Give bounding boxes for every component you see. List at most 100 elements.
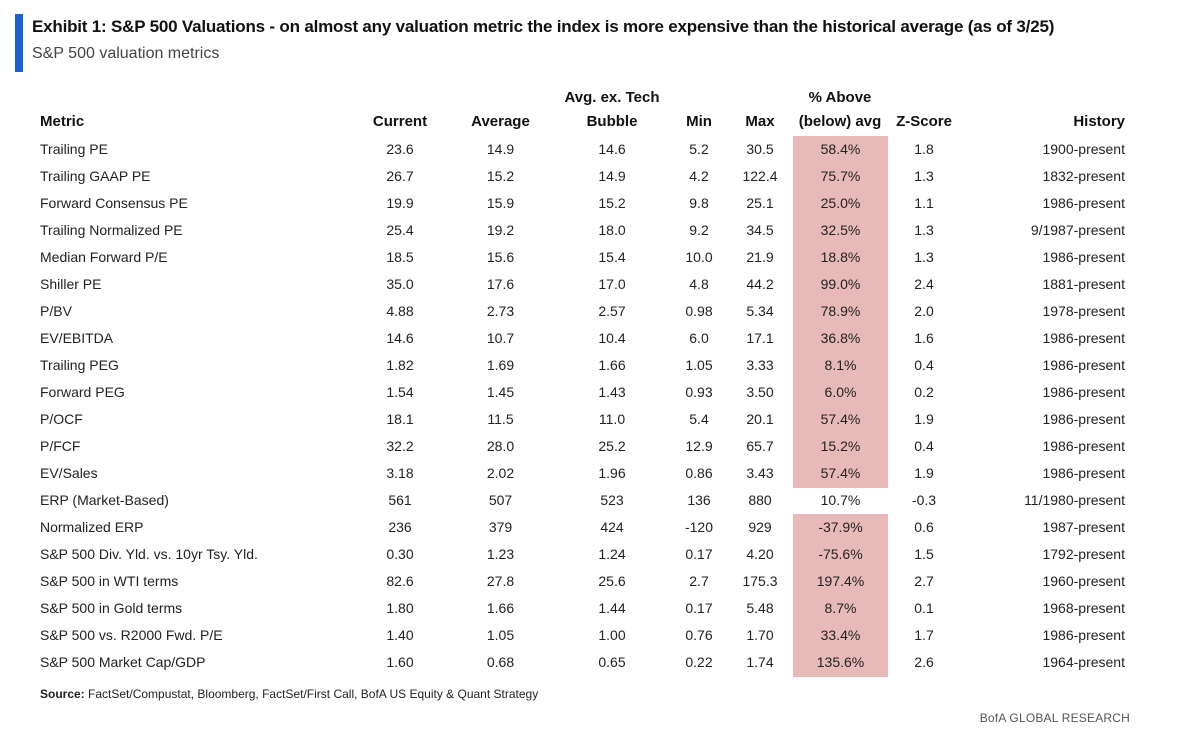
max-cell: 929 <box>748 519 772 535</box>
max-cell: 122.4 <box>742 168 778 184</box>
average-cell: 1.45 <box>486 384 515 400</box>
header-metric: Metric <box>40 113 85 130</box>
pct-above-cell: 8.7% <box>824 600 857 616</box>
avg-ex-tech-cell: 1.96 <box>598 465 626 481</box>
pct-highlight-shade <box>793 568 888 596</box>
min-cell: 0.93 <box>685 384 713 400</box>
header-average: Average <box>471 113 530 130</box>
average-cell: 2.73 <box>486 303 515 319</box>
average-cell: 507 <box>488 492 513 508</box>
metric-cell: Trailing PE <box>40 141 108 157</box>
min-cell: 0.22 <box>685 654 713 670</box>
average-cell: 15.6 <box>486 249 515 265</box>
table-row: EV/Sales 3.18 2.02 1.96 0.86 3.43 57.4% 1.9 1986… <box>0 460 1178 487</box>
table-row: Forward PEG 1.54 1.45 1.43 0.93 3.50 6.0% 0.2 19… <box>0 379 1178 406</box>
avg-ex-tech-cell: 25.6 <box>598 573 626 589</box>
history-cell: 11/1980-present <box>1024 492 1125 508</box>
max-cell: 44.2 <box>746 276 774 292</box>
average-cell: 1.69 <box>486 357 515 373</box>
history-cell: 1832-present <box>1042 168 1125 184</box>
zscore-cell: 0.4 <box>914 438 934 454</box>
history-cell: 1987-present <box>1042 519 1125 535</box>
table-row: Normalized ERP 236 379 424 -120 929 -37.9% 0.6 1… <box>0 514 1178 541</box>
avg-ex-tech-cell: 1.00 <box>598 627 626 643</box>
average-cell: 15.2 <box>486 168 515 184</box>
average-cell: 14.9 <box>486 141 515 157</box>
pct-above-cell: 18.8% <box>820 249 861 265</box>
max-cell: 1.70 <box>746 627 774 643</box>
pct-above-cell: 33.4% <box>820 627 861 643</box>
exhibit-title: Exhibit 1: S&P 500 Valuations - on almos… <box>32 17 1055 36</box>
metric-cell: S&P 500 in Gold terms <box>40 600 183 616</box>
history-cell: 1986-present <box>1042 249 1125 265</box>
source-label: Source: <box>40 687 85 701</box>
max-cell: 1.74 <box>746 654 774 670</box>
avg-ex-tech-cell: 15.4 <box>598 249 626 265</box>
average-cell: 1.23 <box>486 546 515 562</box>
min-cell: 5.4 <box>689 411 709 427</box>
zscore-cell: 1.7 <box>914 627 934 643</box>
min-cell: 4.8 <box>689 276 709 292</box>
current-cell: 18.1 <box>386 411 414 427</box>
current-cell: 26.7 <box>386 168 414 184</box>
table-row: Trailing Normalized PE 25.4 19.2 18.0 9.2 34.… <box>0 217 1178 244</box>
zscore-cell: 1.5 <box>914 546 934 562</box>
zscore-cell: 1.1 <box>914 195 934 211</box>
pct-above-cell: 197.4% <box>816 573 865 589</box>
header-pct-line2: (below) avg <box>798 113 882 130</box>
zscore-cell: 0.2 <box>914 384 934 400</box>
table-row: EV/EBITDA 14.6 10.7 10.4 6.0 17.1 36.8% 1.6 1986… <box>0 325 1178 352</box>
pct-above-cell: 10.7% <box>820 492 861 508</box>
min-cell: 6.0 <box>689 330 709 346</box>
current-cell: 1.82 <box>386 357 414 373</box>
zscore-cell: 1.3 <box>914 249 934 265</box>
min-cell: 12.9 <box>685 438 713 454</box>
avg-ex-tech-cell: 14.6 <box>598 141 626 157</box>
zscore-cell: 2.7 <box>914 573 934 589</box>
table-row: Median Forward P/E 18.5 15.6 15.4 10.0 21.9 18… <box>0 244 1178 271</box>
min-cell: 9.2 <box>689 222 709 238</box>
metric-cell: Trailing PEG <box>40 357 119 373</box>
pct-highlight-shade <box>793 406 888 434</box>
header-avg-ex-tech-line2: Bubble <box>586 113 638 130</box>
current-cell: 1.54 <box>386 384 414 400</box>
metric-cell: Forward Consensus PE <box>40 195 188 211</box>
pct-above-cell: 8.1% <box>824 357 857 373</box>
header-zscore: Z-Score <box>896 113 952 130</box>
history-cell: 1986-present <box>1042 330 1125 346</box>
max-cell: 25.1 <box>746 195 774 211</box>
avg-ex-tech-cell: 11.0 <box>598 411 626 427</box>
max-cell: 34.5 <box>746 222 774 238</box>
pct-highlight-shade <box>793 136 888 164</box>
history-cell: 1978-present <box>1042 303 1125 319</box>
metric-cell: Shiller PE <box>40 276 102 292</box>
history-cell: 1986-present <box>1042 438 1125 454</box>
zscore-cell: 1.9 <box>914 465 934 481</box>
source-text: FactSet/Compustat, Bloomberg, FactSet/Fi… <box>84 687 539 701</box>
pct-highlight-shade <box>793 217 888 245</box>
zscore-cell: 2.4 <box>914 276 934 292</box>
table-row: S&P 500 Div. Yld. vs. 10yr Tsy. Yld. 0.30… <box>0 541 1178 568</box>
history-cell: 1986-present <box>1042 195 1125 211</box>
min-cell: 0.86 <box>685 465 713 481</box>
max-cell: 21.9 <box>746 249 774 265</box>
metric-cell: Trailing GAAP PE <box>40 168 151 184</box>
header-min: Min <box>686 113 712 130</box>
average-cell: 11.5 <box>487 411 514 427</box>
metric-cell: EV/Sales <box>40 465 98 481</box>
accent-bar <box>15 14 23 72</box>
average-cell: 2.02 <box>486 465 515 481</box>
pct-above-cell: 99.0% <box>820 276 861 292</box>
table-row: S&P 500 vs. R2000 Fwd. P/E 1.40 1.05 1.00 0.… <box>0 622 1178 649</box>
current-cell: 82.6 <box>386 573 414 589</box>
current-cell: 3.18 <box>386 465 414 481</box>
pct-highlight-shade <box>793 352 888 380</box>
avg-ex-tech-cell: 0.65 <box>598 654 626 670</box>
average-cell: 379 <box>488 519 513 535</box>
table-row: Trailing PEG 1.82 1.69 1.66 1.05 3.33 8.1% 0.4 1… <box>0 352 1178 379</box>
table-row: ERP (Market-Based) 561 507 523 136 880 10.7% -0… <box>0 487 1178 514</box>
avg-ex-tech-cell: 1.24 <box>598 546 626 562</box>
table-row: P/OCF 18.1 11.5 11.0 5.4 20.1 57.4% 1.9 1986-pre… <box>0 406 1178 433</box>
pct-above-cell: 57.4% <box>820 465 861 481</box>
metric-cell: S&P 500 in WTI terms <box>40 573 179 589</box>
